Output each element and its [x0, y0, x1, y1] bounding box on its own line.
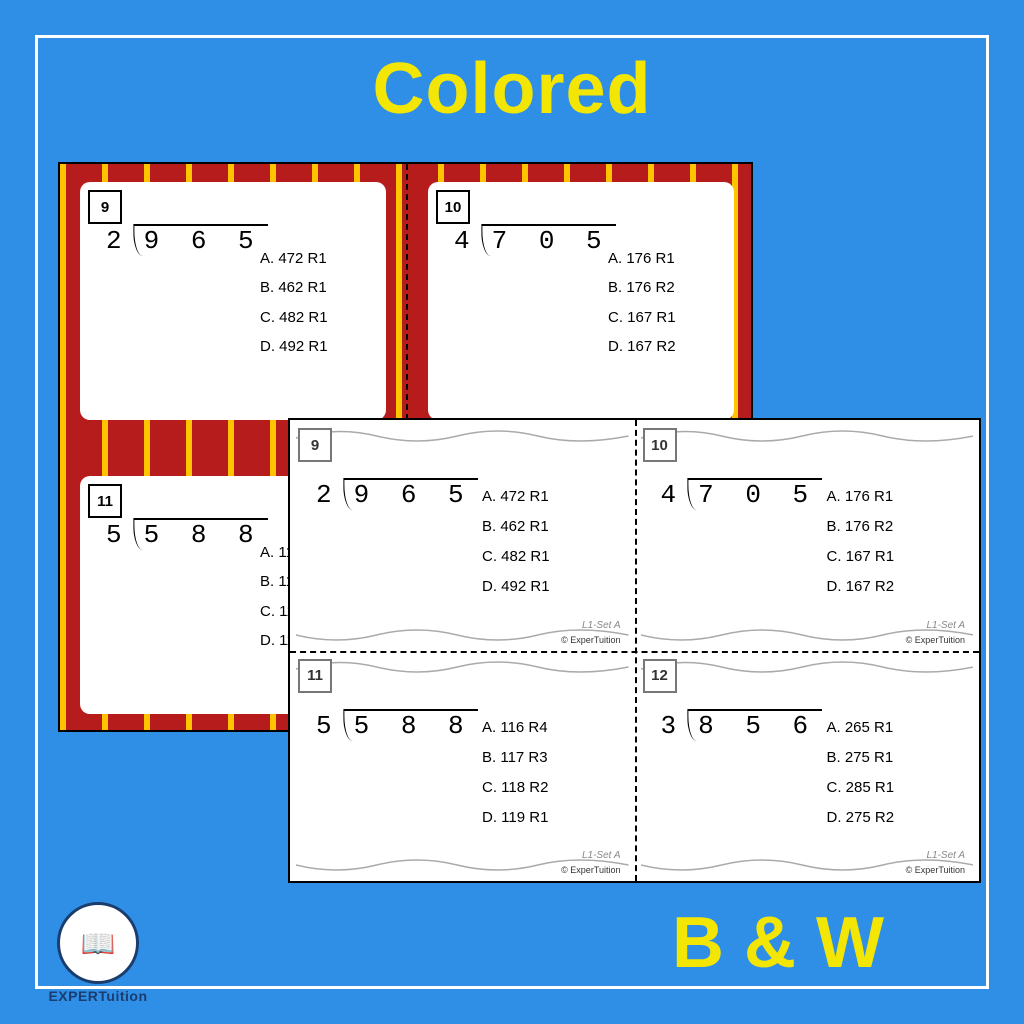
choice-a: A. 176 R1: [827, 482, 895, 512]
dividend: 5 8 8: [134, 518, 268, 550]
answer-choices: A. 472 R1 B. 462 R1 C. 482 R1 D. 492 R1: [260, 244, 328, 361]
card-number: 12: [651, 667, 668, 684]
choice-c: C. 167 R1: [608, 303, 676, 332]
division-problem: 2 9 6 5: [106, 224, 268, 256]
card-number-badge: 9: [298, 428, 332, 462]
card-number-badge: 10: [436, 190, 470, 224]
division-problem: 4 7 0 5: [661, 478, 823, 510]
wavy-border-icon: [641, 426, 974, 442]
divisor: 5: [106, 520, 134, 550]
bw-card-12: 12 3 8 5 6 A. 265 R1 B. 275 R1 C. 285 R1…: [635, 651, 980, 882]
bw-card-10: 10 4 7 0 5 A. 176 R1 B. 176 R2 C. 167 R1…: [635, 420, 980, 651]
logo-text: EXPERTuition: [38, 988, 158, 1004]
division-problem: 5 5 8 8: [106, 518, 268, 550]
dividend: 7 0 5: [688, 478, 822, 510]
choice-a: A. 265 R1: [827, 713, 895, 743]
copyright-label: © ExperTuition: [561, 635, 620, 645]
dividend: 5 8 8: [344, 709, 478, 741]
colored-card-10: 10 4 7 0 5 A. 176 R1 B. 176 R2 C. 167 R1…: [428, 182, 734, 420]
copyright-label: © ExperTuition: [561, 865, 620, 875]
card-number: 9: [101, 199, 109, 216]
division-problem: 2 9 6 5: [316, 478, 478, 510]
choice-a: A. 176 R1: [608, 244, 676, 273]
copyright-label: © ExperTuition: [906, 865, 965, 875]
division-problem: 5 5 8 8: [316, 709, 478, 741]
wavy-border-icon: [296, 657, 629, 673]
card-number: 11: [307, 667, 323, 684]
logo-initials: 📖: [81, 927, 116, 960]
answer-choices: A. 176 R1 B. 176 R2 C. 167 R1 D. 167 R2: [827, 482, 895, 602]
dividend: 9 6 5: [344, 478, 478, 510]
dividend: 9 6 5: [134, 224, 268, 256]
divisor: 4: [661, 480, 689, 510]
division-problem: 3 8 5 6: [661, 709, 823, 741]
choice-c: C. 167 R1: [827, 542, 895, 572]
brand-logo: 📖 EXPERTuition: [38, 902, 158, 1004]
card-number-badge: 9: [88, 190, 122, 224]
divisor: 5: [316, 711, 344, 741]
copyright-label: © ExperTuition: [906, 635, 965, 645]
set-label: L1-Set A: [926, 620, 965, 631]
choice-c: C. 285 R1: [827, 773, 895, 803]
set-label: L1-Set A: [582, 850, 621, 861]
dividend: 8 5 6: [688, 709, 822, 741]
bw-cards-panel: 9 2 9 6 5 A. 472 R1 B. 462 R1 C. 482 R1 …: [288, 418, 981, 883]
choice-b: B. 176 R2: [608, 273, 676, 302]
answer-choices: A. 176 R1 B. 176 R2 C. 167 R1 D. 167 R2: [608, 244, 676, 361]
choice-d: D. 167 R2: [827, 572, 895, 602]
card-number: 9: [311, 437, 319, 454]
choice-c: C. 482 R1: [260, 303, 328, 332]
set-label: L1-Set A: [582, 620, 621, 631]
divisor: 4: [454, 226, 482, 256]
card-number-badge: 11: [88, 484, 122, 518]
choice-a: A. 472 R1: [260, 244, 328, 273]
answer-choices: A. 265 R1 B. 275 R1 C. 285 R1 D. 275 R2: [827, 713, 895, 833]
division-problem: 4 7 0 5: [454, 224, 616, 256]
dividend: 7 0 5: [482, 224, 616, 256]
choice-b: B. 117 R3: [482, 743, 548, 773]
wavy-border-icon: [641, 657, 974, 673]
choice-b: B. 176 R2: [827, 512, 895, 542]
choice-b: B. 462 R1: [482, 512, 550, 542]
choice-d: D. 492 R1: [482, 572, 550, 602]
card-number: 10: [651, 437, 668, 454]
choice-d: D. 492 R1: [260, 332, 328, 361]
card-number-badge: 10: [643, 428, 677, 462]
bw-card-11: 11 5 5 8 8 A. 116 R4 B. 117 R3 C. 118 R2…: [290, 651, 635, 882]
card-number-badge: 12: [643, 659, 677, 693]
card-number: 11: [97, 493, 113, 510]
wavy-border-icon: [296, 426, 629, 442]
answer-choices: A. 472 R1 B. 462 R1 C. 482 R1 D. 492 R1: [482, 482, 550, 602]
choice-b: B. 462 R1: [260, 273, 328, 302]
choice-a: A. 472 R1: [482, 482, 550, 512]
choice-b: B. 275 R1: [827, 743, 895, 773]
choice-d: D. 275 R2: [827, 803, 895, 833]
answer-choices: A. 116 R4 B. 117 R3 C. 118 R2 D. 119 R1: [482, 713, 548, 833]
logo-circle-icon: 📖: [57, 902, 139, 984]
bw-card-9: 9 2 9 6 5 A. 472 R1 B. 462 R1 C. 482 R1 …: [290, 420, 635, 651]
choice-d: D. 119 R1: [482, 803, 548, 833]
divisor: 2: [106, 226, 134, 256]
choice-a: A. 116 R4: [482, 713, 548, 743]
choice-c: C. 118 R2: [482, 773, 548, 803]
divisor: 3: [661, 711, 689, 741]
choice-c: C. 482 R1: [482, 542, 550, 572]
heading-bw: B & W: [672, 902, 884, 984]
divisor: 2: [316, 480, 344, 510]
colored-card-9: 9 2 9 6 5 A. 472 R1 B. 462 R1 C. 482 R1 …: [80, 182, 386, 420]
card-number: 10: [445, 199, 462, 216]
heading-colored: Colored: [0, 48, 1024, 130]
set-label: L1-Set A: [926, 850, 965, 861]
card-number-badge: 11: [298, 659, 332, 693]
choice-d: D. 167 R2: [608, 332, 676, 361]
